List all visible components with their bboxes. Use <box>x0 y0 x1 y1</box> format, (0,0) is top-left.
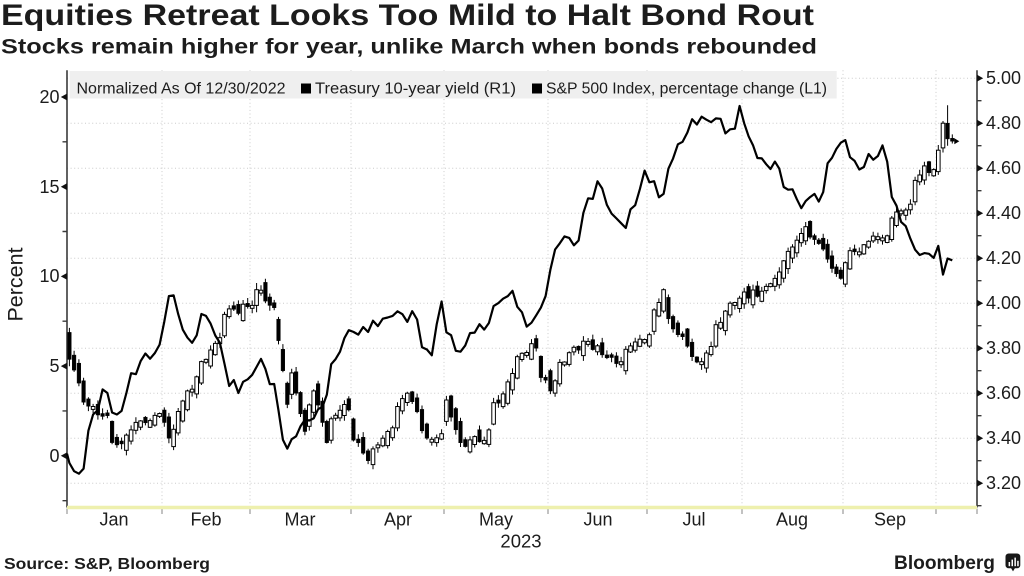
svg-text:4.00: 4.00 <box>986 293 1021 313</box>
svg-text:4.20: 4.20 <box>986 248 1021 268</box>
svg-text:Percent: Percent <box>4 247 28 321</box>
svg-text:Bloomberg: Bloomberg <box>894 552 995 574</box>
svg-text:Apr: Apr <box>384 510 412 530</box>
svg-text:5.00: 5.00 <box>986 68 1021 88</box>
svg-text:3.40: 3.40 <box>986 428 1021 448</box>
svg-text:5: 5 <box>49 356 59 376</box>
svg-text:4.80: 4.80 <box>986 113 1021 133</box>
svg-text:10: 10 <box>39 266 59 286</box>
svg-text:4.60: 4.60 <box>986 158 1021 178</box>
svg-text:Jan: Jan <box>99 510 128 530</box>
svg-text:0: 0 <box>49 446 59 466</box>
svg-text:Treasury 10-year yield (R1): Treasury 10-year yield (R1) <box>315 81 516 98</box>
svg-text:3.60: 3.60 <box>986 383 1021 403</box>
svg-text:Feb: Feb <box>190 510 221 530</box>
svg-text:May: May <box>479 510 513 530</box>
svg-text:Stocks remain higher for year,: Stocks remain higher for year, unlike Ma… <box>1 35 817 59</box>
svg-text:Sep: Sep <box>874 510 906 530</box>
svg-text:4.40: 4.40 <box>986 203 1021 223</box>
svg-text:Equities Retreat Looks Too Mil: Equities Retreat Looks Too Mild to Halt … <box>1 0 814 32</box>
svg-text:3.20: 3.20 <box>986 473 1021 493</box>
svg-text:Source: S&P, Bloomberg: Source: S&P, Bloomberg <box>4 556 210 573</box>
svg-text:2023: 2023 <box>500 531 541 552</box>
svg-text:Mar: Mar <box>285 510 316 530</box>
svg-text:20: 20 <box>39 87 59 107</box>
svg-text:Jun: Jun <box>583 510 612 530</box>
svg-text:S&P 500 Index, percentage chan: S&P 500 Index, percentage change (L1) <box>546 81 827 98</box>
svg-text:3.80: 3.80 <box>986 338 1021 358</box>
svg-text:Normalized As Of 12/30/2022: Normalized As Of 12/30/2022 <box>77 81 286 98</box>
svg-text:Jul: Jul <box>682 510 705 530</box>
svg-text:Aug: Aug <box>776 510 808 530</box>
svg-text:15: 15 <box>39 177 59 197</box>
